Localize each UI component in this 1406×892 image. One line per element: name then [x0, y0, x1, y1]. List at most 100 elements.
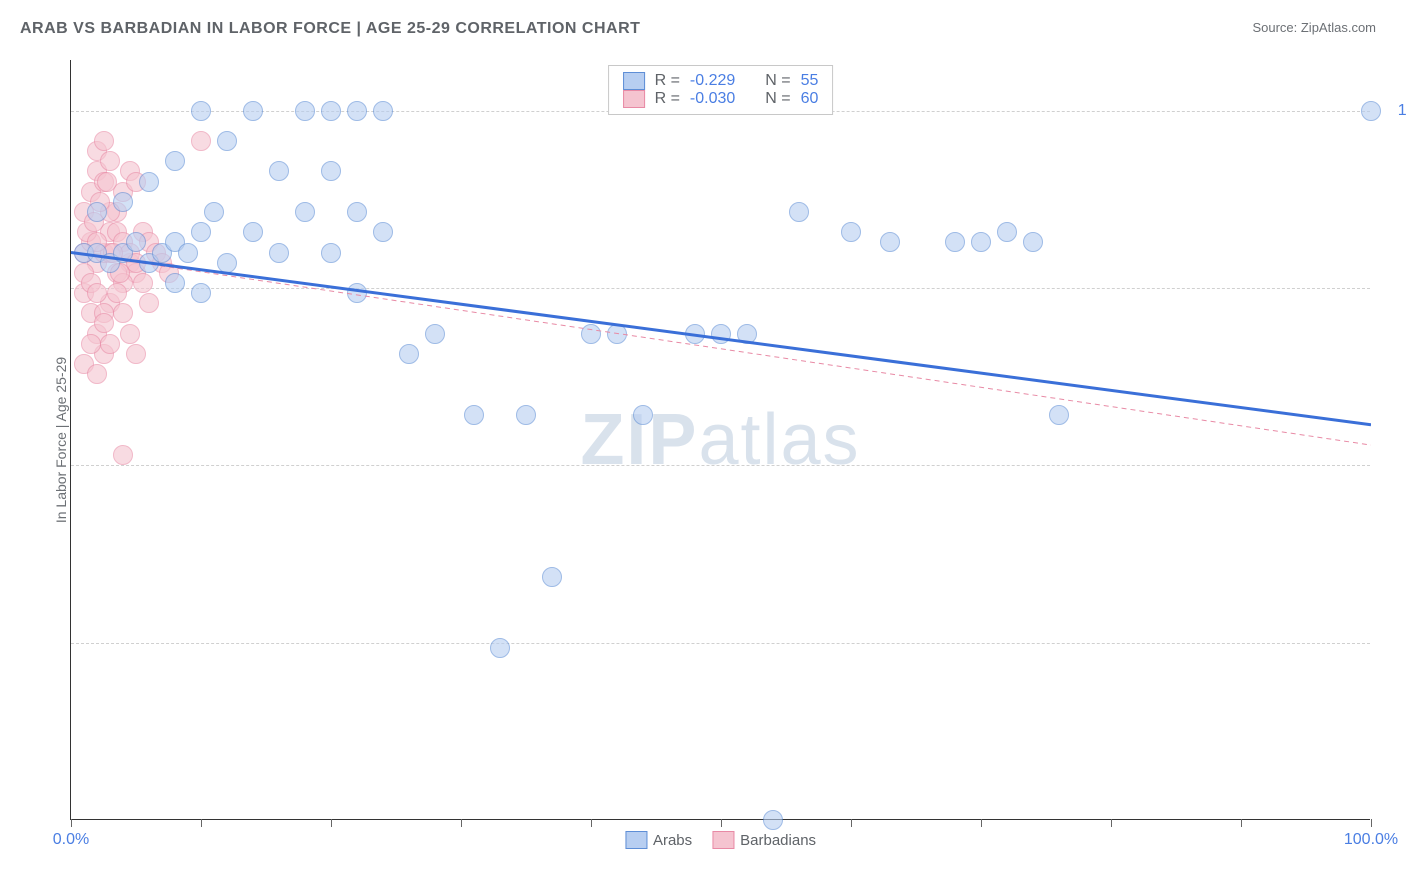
scatter-point-arab [243, 101, 263, 121]
gridline [71, 288, 1370, 289]
scatter-point-arab [243, 222, 263, 242]
scatter-point-arab [295, 202, 315, 222]
x-tick [981, 819, 982, 827]
scatter-point-arab [464, 405, 484, 425]
r-label: R = [655, 90, 680, 108]
r-value-barbadians: -0.030 [690, 90, 735, 108]
scatter-point-barbadian [191, 131, 211, 151]
scatter-point-arab [997, 222, 1017, 242]
scatter-point-arab [399, 344, 419, 364]
plot-area: In Labor Force | Age 25-29 ZIPatlas R = … [70, 60, 1370, 820]
x-tick [721, 819, 722, 827]
scatter-point-arab [126, 232, 146, 252]
r-value-arabs: -0.229 [690, 72, 735, 90]
scatter-point-barbadian [107, 283, 127, 303]
scatter-point-arab [321, 243, 341, 263]
scatter-point-barbadian [81, 334, 101, 354]
scatter-point-arab [841, 222, 861, 242]
scatter-point-arab [516, 405, 536, 425]
n-label: N = [765, 72, 790, 90]
n-value-barbadians: 60 [801, 90, 819, 108]
scatter-point-arab [789, 202, 809, 222]
scatter-point-barbadian [94, 313, 114, 333]
legend-item-barbadians: Barbadians [712, 831, 816, 849]
y-axis-label: In Labor Force | Age 25-29 [53, 356, 69, 522]
scatter-point-arab [204, 202, 224, 222]
scatter-point-arab [295, 101, 315, 121]
series-legend: Arabs Barbadians [625, 831, 816, 849]
x-tick [851, 819, 852, 827]
scatter-point-barbadian [133, 273, 153, 293]
scatter-point-barbadian [87, 364, 107, 384]
scatter-point-arab [711, 324, 731, 344]
scatter-point-arab [373, 101, 393, 121]
x-tick [1111, 819, 1112, 827]
y-tick-label: 100.0% [1398, 102, 1406, 120]
n-label: N = [765, 90, 790, 108]
scatter-point-arab [178, 243, 198, 263]
scatter-point-arab [269, 161, 289, 181]
scatter-point-barbadian [139, 293, 159, 313]
chart-title: ARAB VS BARBADIAN IN LABOR FORCE | AGE 2… [20, 20, 1386, 38]
n-value-arabs: 55 [801, 72, 819, 90]
gridline [71, 643, 1370, 644]
legend-item-arabs: Arabs [625, 831, 692, 849]
scatter-point-arab [139, 172, 159, 192]
scatter-point-arab [373, 222, 393, 242]
scatter-point-arab [1361, 101, 1381, 121]
chart-container: ARAB VS BARBADIAN IN LABOR FORCE | AGE 2… [20, 20, 1386, 872]
legend-row-arabs: R = -0.229 N = 55 [623, 72, 819, 90]
scatter-point-arab [191, 222, 211, 242]
scatter-point-arab [425, 324, 445, 344]
scatter-point-arab [191, 101, 211, 121]
x-tick [201, 819, 202, 827]
scatter-point-barbadian [113, 445, 133, 465]
scatter-point-arab [165, 273, 185, 293]
scatter-point-barbadian [100, 151, 120, 171]
scatter-point-arab [685, 324, 705, 344]
scatter-point-arab [1023, 232, 1043, 252]
source-attribution: Source: ZipAtlas.com [1252, 20, 1376, 35]
scatter-point-arab [490, 638, 510, 658]
scatter-point-arab [217, 131, 237, 151]
x-tick [1371, 819, 1372, 827]
scatter-point-arab [542, 567, 562, 587]
scatter-point-arab [321, 101, 341, 121]
scatter-point-arab [217, 253, 237, 273]
scatter-point-arab [347, 202, 367, 222]
scatter-point-arab [87, 202, 107, 222]
r-label: R = [655, 72, 680, 90]
legend-label-arabs: Arabs [653, 832, 692, 849]
watermark: ZIPatlas [580, 399, 860, 481]
scatter-point-arab [347, 101, 367, 121]
swatch-arabs [625, 831, 647, 849]
scatter-point-arab [1049, 405, 1069, 425]
swatch-barbadians [623, 90, 645, 108]
scatter-point-arab [113, 192, 133, 212]
scatter-point-arab [633, 405, 653, 425]
scatter-point-arab [880, 232, 900, 252]
scatter-point-barbadian [126, 344, 146, 364]
scatter-point-barbadian [94, 131, 114, 151]
swatch-barbadians [712, 831, 734, 849]
x-tick-label: 0.0% [53, 831, 89, 849]
legend-row-barbadians: R = -0.030 N = 60 [623, 90, 819, 108]
watermark-light: atlas [698, 400, 860, 480]
legend-label-barbadians: Barbadians [740, 832, 816, 849]
x-tick [331, 819, 332, 827]
x-tick [591, 819, 592, 827]
scatter-point-barbadian [97, 172, 117, 192]
swatch-arabs [623, 72, 645, 90]
scatter-point-arab [347, 283, 367, 303]
x-tick-label: 100.0% [1344, 831, 1398, 849]
scatter-point-barbadian [120, 324, 140, 344]
scatter-point-arab [763, 810, 783, 830]
scatter-point-barbadian [87, 283, 107, 303]
scatter-point-barbadian [113, 303, 133, 323]
scatter-point-arab [607, 324, 627, 344]
x-tick [1241, 819, 1242, 827]
correlation-legend: R = -0.229 N = 55 R = -0.030 N = 60 [608, 65, 834, 115]
scatter-point-arab [321, 161, 341, 181]
x-tick [71, 819, 72, 827]
scatter-point-arab [191, 283, 211, 303]
